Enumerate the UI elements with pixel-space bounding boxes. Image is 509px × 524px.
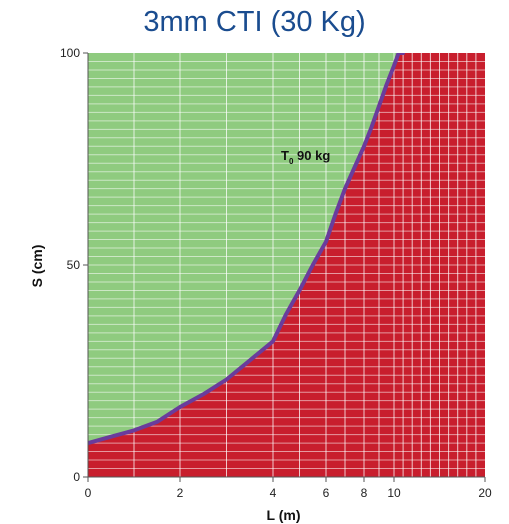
x-tick-label: 4 [270,486,277,500]
y-tick-label: 0 [73,470,80,484]
grid-layer [88,53,485,477]
x-tick-label: 20 [478,486,492,500]
x-tick-label: 10 [387,486,401,500]
chart-title: 3mm CTI (30 Kg) [143,6,366,38]
labels-layer: L (m) S (cm) T0 90 kg [29,148,330,523]
curve-layer [88,53,406,446]
y-axis-label: S (cm) [29,245,45,288]
unsafe-region [88,53,485,477]
x-axis-label: L (m) [267,507,301,523]
series-curve [88,53,406,446]
x-tick-label: 6 [323,486,330,500]
x-tick-label: 0 [85,486,92,500]
regions-layer [88,53,485,477]
y-tick-label: 100 [60,46,80,60]
x-tick-label: 8 [361,486,368,500]
y-tick-label: 50 [67,258,81,272]
curve-label: T0 90 kg [281,148,330,166]
x-tick-label: 2 [177,486,184,500]
ticks-layer: 0 2 4 6 8 10 20 0 50 100 [60,46,492,500]
